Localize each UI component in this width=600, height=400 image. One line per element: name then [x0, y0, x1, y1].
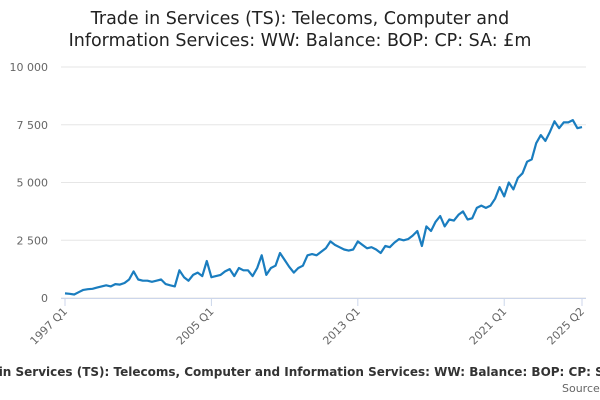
- x-tick-label: 2021 Q1: [467, 305, 510, 348]
- x-tick-label: 2025 Q2: [545, 305, 588, 348]
- y-tick-label: 10 000: [10, 61, 49, 74]
- y-tick-label: 0: [41, 292, 48, 305]
- y-tick-label: 2 500: [17, 234, 49, 247]
- y-tick-label: 5 000: [17, 177, 49, 190]
- source: Source:: [562, 382, 600, 395]
- data-line: [64, 119, 583, 296]
- legend-label: Trade in Services (TS): Telecoms, Comput…: [0, 365, 600, 379]
- y-tick-label: 7 500: [17, 119, 49, 132]
- x-tick-label: 1997 Q1: [28, 305, 71, 348]
- chart-title: Trade in Services (TS): Telecoms, Comput…: [68, 9, 532, 51]
- x-tick-label: 2005 Q1: [174, 305, 217, 348]
- x-tick-label: 2013 Q1: [320, 305, 363, 348]
